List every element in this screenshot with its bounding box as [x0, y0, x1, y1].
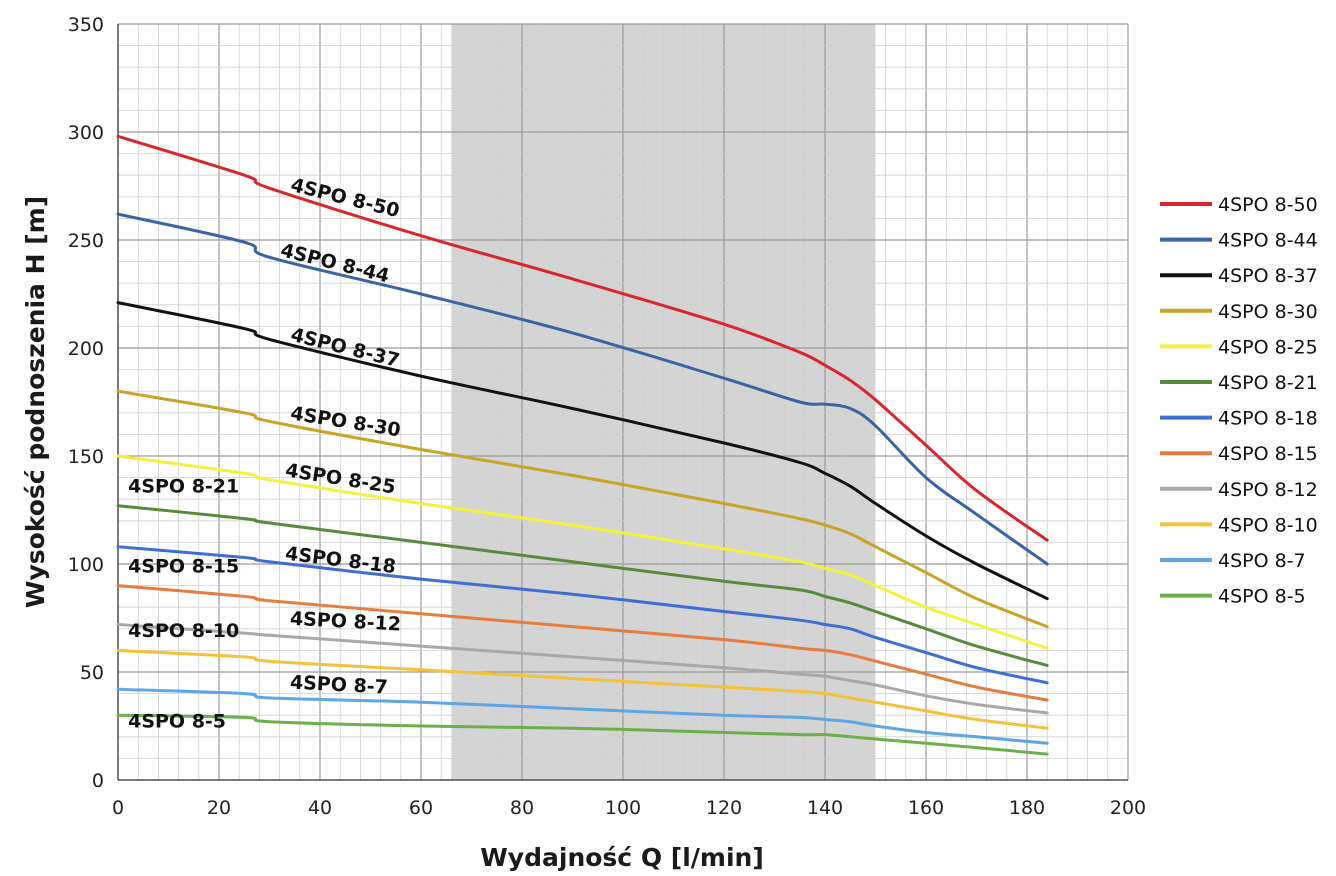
legend-label-9: 4SPO 8-12 — [1218, 479, 1318, 501]
x-tick-label: 180 — [1009, 797, 1045, 819]
legend-label-11: 4SPO 8-7 — [1218, 550, 1306, 572]
y-tick-label: 200 — [68, 338, 104, 360]
legend-label-5: 4SPO 8-25 — [1218, 336, 1318, 358]
x-tick-label: 40 — [308, 797, 332, 819]
y-tick-label: 0 — [92, 770, 104, 792]
curve-label-10: 4SPO 8-10 — [128, 620, 239, 642]
series-line-6 — [116, 504, 1049, 667]
series-line-8 — [116, 584, 1049, 702]
chart-axes: 0 20 40 60 80 100 120 140 160 180 200 0 50 100 150 200 2… — [68, 14, 1146, 819]
curve-label-6: 4SPO 8-21 — [128, 476, 239, 498]
legend-label-10: 4SPO 8-10 — [1218, 514, 1318, 536]
y-tick-label: 100 — [68, 554, 104, 576]
series-line-1 — [116, 134, 1049, 542]
x-tick-label: 100 — [605, 797, 641, 819]
legend-label-7: 4SPO 8-18 — [1218, 408, 1318, 430]
series-line-7 — [116, 545, 1049, 685]
x-tick-label: 160 — [908, 797, 944, 819]
series-line-12 — [116, 713, 1049, 756]
series-line-2 — [116, 212, 1049, 566]
curve-label-3: 4SPO 8-37 — [288, 324, 401, 372]
y-axis-title: Wysokość podnoszenia H [m] — [21, 196, 50, 608]
legend-label-3: 4SPO 8-37 — [1218, 265, 1318, 287]
x-axis-title: Wydajność Q [l/min] — [480, 843, 764, 872]
x-tick-label: 200 — [1110, 797, 1146, 819]
curve-label-2: 4SPO 8-44 — [278, 239, 391, 287]
legend-label-8: 4SPO 8-15 — [1218, 443, 1318, 465]
legend-label-1: 4SPO 8-50 — [1218, 194, 1318, 216]
x-tick-label: 80 — [510, 797, 534, 819]
curve-label-9: 4SPO 8-12 — [289, 608, 401, 636]
y-tick-label: 250 — [68, 230, 104, 252]
x-tick-label: 60 — [409, 797, 433, 819]
curve-label-1: 4SPO 8-50 — [288, 174, 401, 222]
series-line-10 — [116, 648, 1049, 730]
curve-label-11: 4SPO 8-7 — [289, 672, 388, 699]
y-tick-label: 50 — [80, 662, 104, 684]
y-tick-label: 300 — [68, 122, 104, 144]
x-tick-label: 120 — [706, 797, 742, 819]
legend-label-12: 4SPO 8-5 — [1218, 586, 1306, 608]
legend-label-6: 4SPO 8-21 — [1218, 372, 1318, 394]
legend-label-4: 4SPO 8-30 — [1218, 301, 1318, 323]
legend-label-2: 4SPO 8-44 — [1218, 230, 1318, 252]
series-line-9 — [116, 623, 1049, 715]
x-tick-label: 0 — [112, 797, 124, 819]
series-line-11 — [116, 687, 1049, 745]
series-line-4 — [116, 389, 1049, 629]
x-tick-label: 20 — [207, 797, 231, 819]
curve-label-12: 4SPO 8-5 — [128, 710, 226, 732]
x-tick-label: 140 — [807, 797, 843, 819]
y-tick-label: 350 — [68, 14, 104, 36]
series-line-5 — [116, 454, 1049, 650]
chart-legend: 4SPO 8-50 4SPO 8-44 4SPO 8-37 4SPO 8-30 4SPO… — [1160, 194, 1318, 608]
chart-series — [116, 134, 1049, 756]
curve-label-8: 4SPO 8-15 — [128, 555, 239, 577]
y-tick-label: 150 — [68, 446, 104, 468]
series-line-3 — [116, 301, 1049, 601]
